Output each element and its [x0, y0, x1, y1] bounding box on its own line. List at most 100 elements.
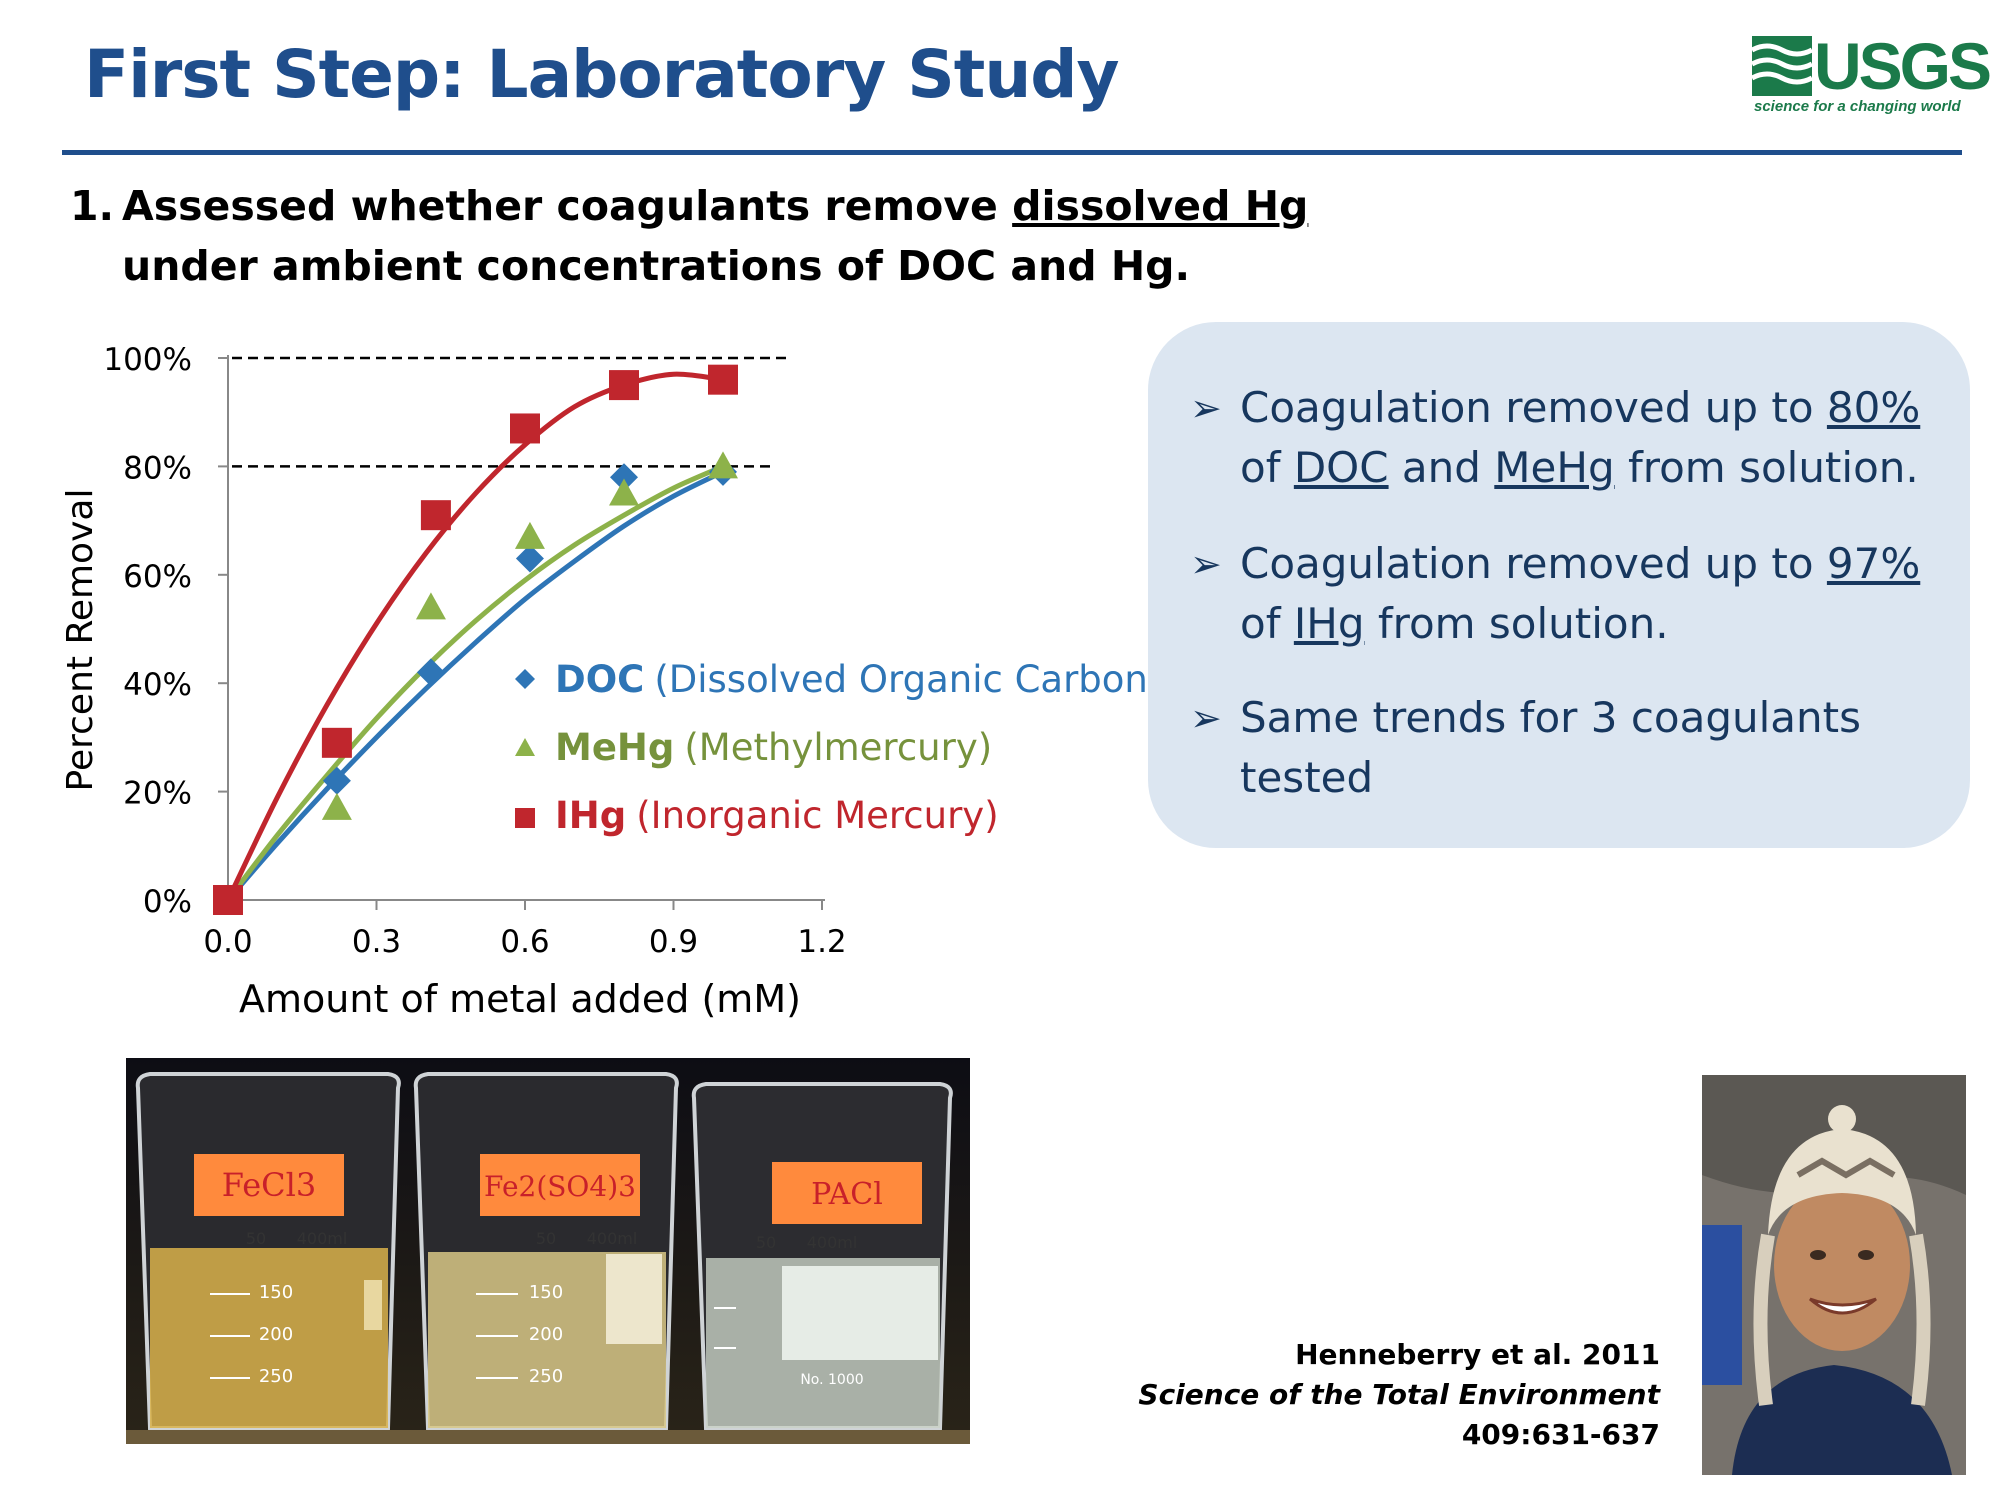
beaker-2-volume: 400ml — [587, 1229, 638, 1248]
finding-3: ➢ Same trends for 3 coagulants tested — [1190, 688, 1960, 808]
beaker-1-volume: 400ml — [297, 1229, 348, 1248]
finding-2-c: from solution. — [1364, 599, 1669, 648]
marker-mehg — [321, 792, 352, 820]
finding-1: ➢ Coagulation removed up to 80% of DOC an… — [1190, 378, 1960, 498]
trendline-mehg — [226, 464, 725, 902]
beaker-fecl3: FeCl3 400ml 50 150 200 250 — [135, 1072, 401, 1430]
legend-ihg-marker — [515, 808, 535, 828]
marker-ihg — [420, 500, 451, 531]
beaker-2-mark-50: 50 — [536, 1229, 556, 1248]
citation-authors: Henneberry et al. 2011 — [1295, 1338, 1660, 1371]
finding-1-doc: DOC — [1293, 443, 1389, 492]
finding-2-a: Coagulation removed up to — [1240, 539, 1827, 588]
marker-mehg — [514, 521, 545, 549]
beaker-1-mark-150: 150 — [259, 1282, 293, 1303]
label-fe2so43-text: Fe2(SO4)3 — [484, 1170, 636, 1203]
trendline-doc — [226, 469, 725, 902]
legend-mehg-name: MeHg — [555, 726, 674, 769]
finding-1-pct: 80% — [1826, 383, 1921, 432]
point-number: 1. — [70, 182, 115, 230]
y-ticks: 0% 20% 40% 60% 80% 100% — [103, 342, 228, 920]
finding-2: ➢ Coagulation removed up to 97% of IHg fr… — [1190, 534, 1960, 654]
findings-panel — [1148, 322, 1970, 848]
beaker-2-mark-250: 250 — [529, 1366, 563, 1387]
x-tick-label: 0.9 — [649, 924, 698, 960]
marker-ihg — [708, 364, 738, 395]
beaker-1-mark-50: 50 — [246, 1229, 266, 1248]
usgs-logo: USGS science for a changing world — [1752, 29, 1992, 124]
removal-chart: 0% 20% 40% 60% 80% 100% 0.0 0.3 0.6 0.9 1.2 Amoun… — [60, 342, 1150, 1021]
marker-doc — [515, 544, 544, 573]
researcher-photo — [1702, 1075, 1966, 1475]
y-tick-label: 0% — [143, 884, 192, 920]
arrow-bullet-icon: ➢ — [1190, 696, 1222, 740]
point-line-2: under ambient concentrations of DOC and … — [122, 242, 1191, 290]
logo-tagline: science for a changing world — [1754, 98, 1961, 115]
label-fecl3 — [194, 1154, 344, 1216]
marker-ihg — [321, 727, 352, 758]
finding-1-mehg: MeHg — [1494, 443, 1615, 492]
beaker-3-volume: 400ml — [807, 1233, 858, 1252]
y-tick-label: 80% — [123, 450, 192, 486]
legend-mehg-full: (Methylmercury) — [684, 726, 992, 769]
beakers-photo: FeCl3 400ml 50 150 200 250 Fe2(SO4)3 400… — [126, 1058, 970, 1444]
label-pacl — [772, 1162, 922, 1224]
beaker-3-serial: No. 1000 — [800, 1372, 863, 1388]
beaker-2-mark-150: 150 — [529, 1282, 563, 1303]
x-tick-label: 1.2 — [797, 924, 846, 960]
study-point: 1. Assessed whether coagulants remove dis… — [70, 176, 1308, 296]
finding-1-c: and — [1388, 443, 1495, 492]
finding-3-b: tested — [1240, 753, 1374, 802]
reference-lines — [232, 356, 790, 468]
data-markers — [213, 364, 738, 915]
legend-mehg: MeHg (Methylmercury) — [555, 726, 992, 769]
y-tick-label: 60% — [123, 559, 192, 595]
label-fecl3-text: FeCl3 — [222, 1166, 316, 1204]
citation-pages: 409:631-637 — [1461, 1418, 1660, 1451]
x-tick-label: 0.6 — [500, 924, 549, 960]
marker-doc — [610, 463, 638, 492]
logo-wordmark: USGS — [1814, 29, 1992, 103]
finding-3-a: Same trends for 3 coagulants — [1240, 693, 1862, 742]
x-ticks: 0.0 0.3 0.6 0.9 1.2 — [203, 900, 847, 960]
beaker-fe2so43: Fe2(SO4)3 400ml 50 150 200 250 — [413, 1072, 679, 1430]
marker-mehg — [415, 592, 446, 620]
legend-doc-name: DOC — [555, 658, 644, 701]
marker-mehg — [609, 478, 639, 506]
marker-ihg — [510, 413, 540, 444]
x-tick-label: 0.3 — [352, 924, 401, 960]
y-tick-label: 20% — [123, 776, 192, 812]
finding-1-a: Coagulation removed up to — [1240, 383, 1827, 432]
legend-doc-full: (Dissolved Organic Carbon) — [654, 658, 1150, 701]
marker-ihg — [609, 370, 639, 401]
marker-ihg — [213, 885, 243, 915]
citation-journal: Science of the Total Environment — [1138, 1378, 1660, 1411]
legend-mehg-marker — [515, 738, 535, 756]
wave-icon — [1752, 36, 1812, 96]
beaker-2-mark-200: 200 — [529, 1324, 563, 1345]
legend: DOC (Dissolved Organic Carbon) MeHg (Methy… — [515, 658, 1150, 837]
marker-mehg — [708, 451, 738, 479]
beaker-3-mark-50: 50 — [756, 1233, 776, 1252]
title-divider — [62, 150, 1962, 155]
finding-1-d: from solution. — [1614, 443, 1919, 492]
label-pacl-text: PACl — [811, 1177, 883, 1212]
citation: Henneberry et al. 2011 Science of the To… — [1138, 1335, 1660, 1455]
x-axis-label: Amount of metal added (mM) — [239, 977, 801, 1021]
x-tick-label: 0.0 — [203, 924, 252, 960]
label-fe2so43 — [480, 1154, 640, 1216]
y-tick-label: 40% — [123, 667, 192, 703]
marker-doc — [416, 658, 445, 687]
point-text: Assessed whether coagulants remove — [122, 182, 1013, 230]
legend-ihg-name: IHg — [555, 794, 626, 837]
beaker-1-mark-250: 250 — [259, 1366, 293, 1387]
legend-doc-marker — [515, 669, 535, 689]
point-emphasis: dissolved Hg — [1012, 182, 1309, 230]
marker-doc — [322, 766, 351, 795]
arrow-bullet-icon: ➢ — [1190, 542, 1222, 586]
arrow-bullet-icon: ➢ — [1190, 386, 1222, 430]
legend-ihg-full: (Inorganic Mercury) — [636, 794, 998, 837]
legend-doc: DOC (Dissolved Organic Carbon) — [555, 658, 1150, 701]
y-axis-label: Percent Removal — [60, 489, 101, 792]
